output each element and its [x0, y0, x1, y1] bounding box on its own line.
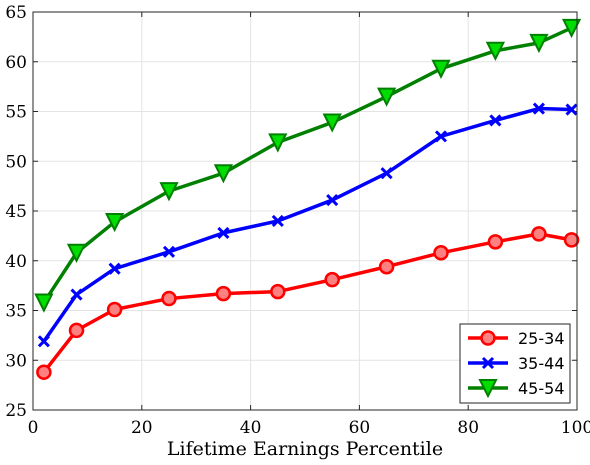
data-point: [322, 113, 342, 133]
series-45-54: [34, 18, 582, 313]
data-point: [563, 232, 580, 248]
data-point: [487, 234, 504, 250]
data-point: [531, 226, 547, 242]
data-point: [324, 271, 340, 288]
data-point: [489, 114, 502, 127]
data-point: [380, 167, 393, 180]
series-line: [42, 106, 572, 343]
data-point: [159, 182, 179, 202]
x-tick-label: 0: [28, 418, 39, 438]
tick-labels: 0 20 40 60 80 100 25 30 35 40 45 50 55 60 65: [5, 3, 590, 438]
data-point: [37, 335, 50, 348]
data-point: [565, 103, 578, 116]
y-tick-label: 60: [5, 53, 27, 73]
data-point: [215, 285, 232, 302]
data-point: [106, 301, 123, 318]
data-point: [104, 212, 125, 233]
plot-frame: [32, 11, 578, 411]
x-tick-label: 40: [240, 418, 262, 438]
data-point: [431, 59, 451, 79]
x-tick-label: 20: [131, 418, 153, 438]
data-point: [268, 133, 288, 153]
data-point: [433, 245, 449, 261]
data-point: [108, 262, 121, 275]
y-tick-label: 30: [5, 351, 27, 371]
data-point: [217, 226, 230, 239]
legend: 25-34 35-44 45-54: [459, 323, 571, 404]
data-point: [485, 41, 506, 62]
legend-item: 25-34: [468, 329, 565, 348]
data-point: [326, 193, 339, 207]
x-axis-label: Lifetime Earnings Percentile: [167, 438, 443, 460]
legend-label: 35-44: [518, 354, 565, 373]
x-tick-label: 60: [349, 418, 371, 438]
legend-label: 25-34: [518, 329, 565, 348]
y-tick-label: 40: [5, 252, 27, 272]
y-tick-label: 25: [5, 401, 27, 421]
data-point: [162, 245, 176, 258]
data-point: [529, 33, 549, 54]
data-point: [70, 288, 83, 301]
legend-marker: [481, 356, 495, 370]
legend-label: 45-54: [518, 379, 565, 398]
series-layer: [34, 18, 582, 380]
data-point: [161, 290, 177, 307]
series-25-34: [36, 226, 580, 380]
legend-marker: [480, 330, 496, 346]
legend-item: 45-54: [468, 379, 565, 399]
data-point: [532, 102, 545, 115]
legend-item: 35-44: [468, 354, 565, 373]
data-point: [36, 364, 52, 380]
data-point: [68, 322, 85, 339]
data-point: [213, 164, 234, 184]
series-35-44: [37, 102, 578, 348]
data-point: [34, 293, 54, 313]
data-point: [376, 87, 397, 107]
data-point: [434, 130, 448, 143]
data-point: [271, 214, 284, 228]
y-tick-label: 45: [5, 202, 27, 222]
y-tick-label: 55: [5, 103, 27, 123]
series-line: [42, 26, 573, 304]
y-tick-label: 35: [5, 302, 27, 322]
y-tick-label: 50: [5, 152, 27, 172]
legend-marker: [478, 379, 498, 399]
data-point: [66, 243, 87, 264]
x-tick-label: 100: [561, 418, 590, 438]
y-tick-label: 65: [5, 3, 27, 23]
data-point: [270, 283, 286, 300]
data-point: [378, 258, 395, 275]
x-tick-label: 80: [457, 418, 479, 438]
data-point: [561, 18, 582, 39]
